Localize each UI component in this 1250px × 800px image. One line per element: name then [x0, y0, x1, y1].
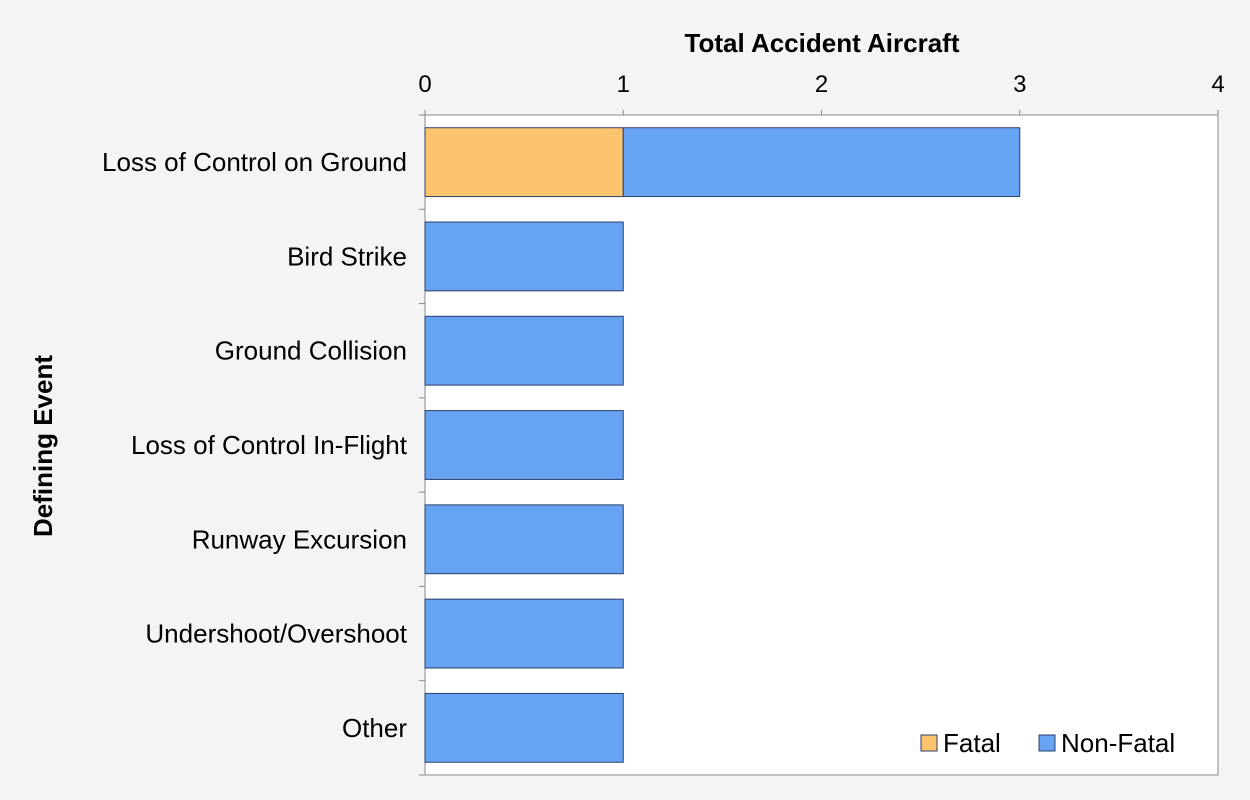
- y-category-label: Ground Collision: [215, 336, 407, 366]
- bar-non-fatal: [424, 504, 624, 575]
- bar-non-fatal: [424, 410, 624, 480]
- bar-non-fatal: [424, 598, 624, 669]
- y-category-label: Loss of Control on Ground: [102, 147, 407, 177]
- x-tick-label: 1: [617, 71, 630, 98]
- x-tick-label: 0: [418, 71, 431, 98]
- legend-swatch: [920, 734, 938, 752]
- x-tick-label: 4: [1211, 71, 1224, 98]
- bars-layer: [424, 127, 1021, 763]
- legend-label: Fatal: [943, 728, 1001, 758]
- y-category-label: Bird Strike: [287, 241, 407, 271]
- x-axis-title: Total Accident Aircraft: [685, 28, 960, 58]
- y-category-label: Other: [342, 713, 407, 743]
- bar-non-fatal: [622, 127, 1021, 198]
- legend: Fatal Non-Fatal: [920, 728, 1175, 758]
- y-category-label: Loss of Control In-Flight: [131, 430, 408, 460]
- y-category-label: Undershoot/Overshoot: [145, 619, 407, 649]
- axes-layer: 0 1 2 3 4 Loss of Control on Ground Bird Strik…: [102, 71, 1225, 776]
- bar-fatal: [424, 127, 624, 198]
- x-tick-label: 2: [815, 71, 828, 98]
- legend-label: Non-Fatal: [1061, 728, 1175, 758]
- bar-non-fatal: [424, 315, 624, 386]
- y-axis-title: Defining Event: [28, 355, 58, 537]
- x-tick-label: 3: [1013, 71, 1026, 98]
- bar-non-fatal: [424, 692, 624, 763]
- legend-swatch: [1038, 734, 1056, 752]
- bar-non-fatal: [424, 221, 624, 292]
- y-category-label: Runway Excursion: [192, 524, 407, 554]
